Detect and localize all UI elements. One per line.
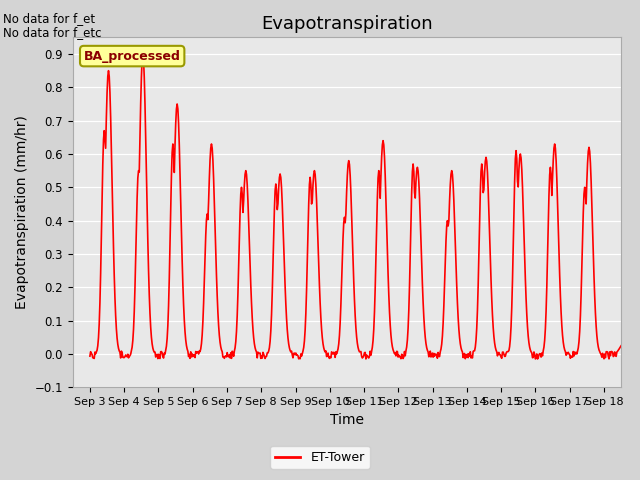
X-axis label: Time: Time [330,413,364,427]
Y-axis label: Evapotranspiration (mm/hr): Evapotranspiration (mm/hr) [15,115,29,309]
Legend: ET-Tower: ET-Tower [270,446,370,469]
Title: Evapotranspiration: Evapotranspiration [261,15,433,33]
Text: No data for f_et: No data for f_et [3,12,95,25]
Text: BA_processed: BA_processed [84,49,180,62]
Text: No data for f_etc: No data for f_etc [3,26,102,39]
